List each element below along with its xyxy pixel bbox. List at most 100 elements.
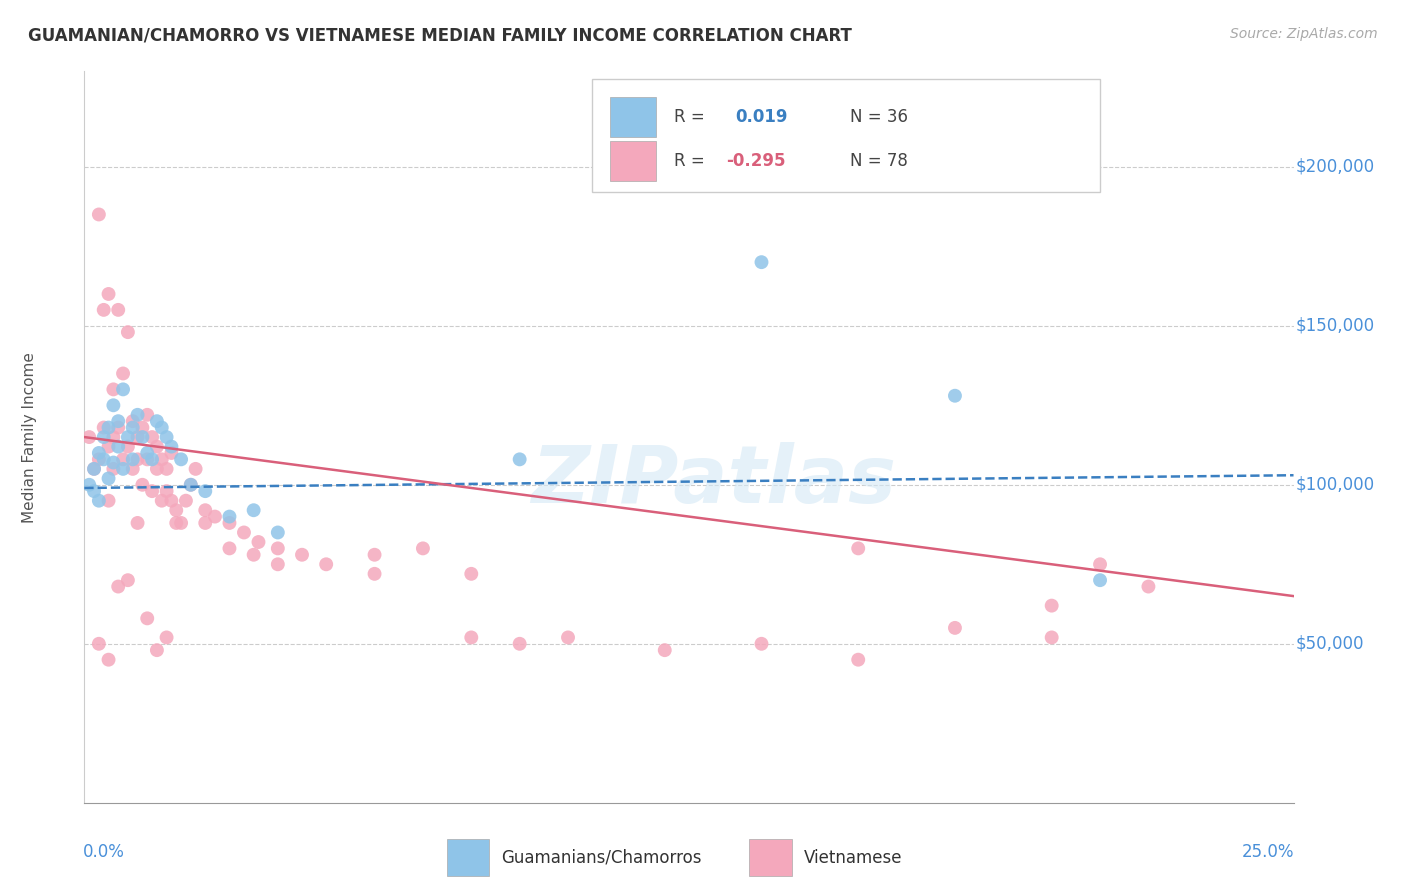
Point — [97, 287, 120, 301]
Text: $100,000: $100,000 — [1296, 475, 1375, 494]
Point — [93, 420, 115, 434]
Text: 0.019: 0.019 — [735, 108, 787, 126]
Point — [267, 525, 290, 540]
Point — [83, 462, 105, 476]
Point — [136, 452, 159, 467]
Point — [233, 525, 256, 540]
Text: R =: R = — [675, 108, 710, 126]
Point — [150, 452, 173, 467]
Point — [184, 462, 207, 476]
Point — [112, 383, 135, 397]
Point — [654, 643, 676, 657]
Point — [155, 484, 177, 499]
Point — [155, 430, 177, 444]
Point — [112, 367, 135, 381]
Bar — [610, 141, 657, 181]
Point — [1040, 631, 1063, 645]
Point — [87, 207, 110, 221]
Point — [107, 420, 129, 434]
Point — [103, 398, 125, 412]
Point — [146, 440, 169, 454]
Point — [136, 446, 159, 460]
Point — [509, 452, 531, 467]
Point — [218, 509, 240, 524]
Point — [204, 509, 226, 524]
Point — [87, 446, 110, 460]
Point — [83, 484, 105, 499]
Point — [127, 516, 149, 530]
Point — [127, 408, 149, 422]
Point — [180, 477, 202, 491]
Point — [97, 420, 120, 434]
Point — [131, 477, 153, 491]
Point — [218, 541, 240, 556]
Point — [150, 420, 173, 434]
Point — [315, 558, 337, 572]
Point — [170, 452, 193, 467]
Point — [93, 430, 115, 444]
Point — [117, 440, 139, 454]
Point — [363, 548, 385, 562]
Text: Guamanians/Chamorros: Guamanians/Chamorros — [502, 848, 702, 867]
Point — [77, 430, 100, 444]
Point — [121, 420, 143, 434]
Point — [557, 631, 579, 645]
Text: Source: ZipAtlas.com: Source: ZipAtlas.com — [1230, 27, 1378, 41]
Point — [194, 516, 217, 530]
Point — [136, 408, 159, 422]
Point — [509, 637, 531, 651]
Point — [87, 452, 110, 467]
Point — [117, 573, 139, 587]
Point — [242, 548, 264, 562]
Point — [97, 653, 120, 667]
Point — [141, 452, 163, 467]
Point — [112, 452, 135, 467]
Text: ZIPatlas: ZIPatlas — [530, 442, 896, 520]
Text: $200,000: $200,000 — [1296, 158, 1375, 176]
Point — [83, 462, 105, 476]
Point — [107, 580, 129, 594]
Point — [103, 462, 125, 476]
Point — [170, 516, 193, 530]
Text: N = 36: N = 36 — [849, 108, 908, 126]
Text: Vietnamese: Vietnamese — [804, 848, 903, 867]
Point — [103, 456, 125, 470]
Point — [165, 503, 187, 517]
Bar — [749, 839, 792, 876]
Text: Median Family Income: Median Family Income — [22, 351, 38, 523]
Point — [155, 462, 177, 476]
Point — [97, 440, 120, 454]
Point — [146, 462, 169, 476]
Point — [160, 446, 183, 460]
Point — [141, 430, 163, 444]
Point — [107, 302, 129, 317]
Text: -0.295: -0.295 — [727, 152, 786, 170]
Point — [121, 414, 143, 428]
FancyBboxPatch shape — [592, 78, 1099, 192]
Point — [93, 302, 115, 317]
Point — [943, 389, 966, 403]
Point — [267, 558, 290, 572]
Point — [97, 471, 120, 485]
Point — [93, 452, 115, 467]
Point — [1040, 599, 1063, 613]
Point — [121, 462, 143, 476]
Point — [846, 653, 869, 667]
Point — [267, 541, 290, 556]
Point — [1137, 580, 1160, 594]
Point — [127, 430, 149, 444]
Point — [1088, 573, 1111, 587]
Point — [146, 414, 169, 428]
Point — [117, 325, 139, 339]
Point — [194, 484, 217, 499]
Point — [751, 255, 773, 269]
Point — [165, 516, 187, 530]
Text: N = 78: N = 78 — [849, 152, 908, 170]
Point — [174, 493, 197, 508]
Text: 25.0%: 25.0% — [1243, 843, 1295, 861]
Point — [112, 462, 135, 476]
Text: 0.0%: 0.0% — [83, 843, 125, 861]
Point — [160, 493, 183, 508]
Point — [146, 643, 169, 657]
Point — [87, 637, 110, 651]
